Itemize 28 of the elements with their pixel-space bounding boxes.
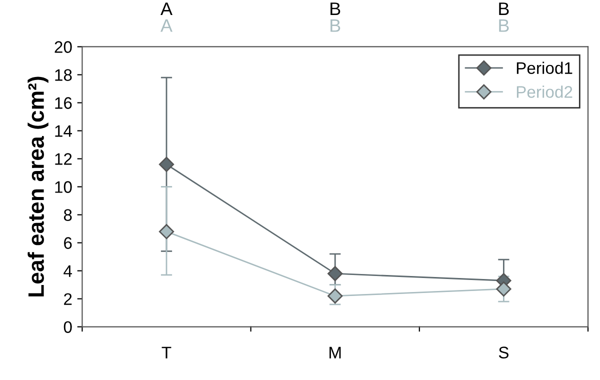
text: A: [160, 2, 172, 15]
x-tick-label: T: [162, 346, 172, 358]
point: [328, 288, 343, 304]
y-tick-label: 2: [64, 293, 72, 305]
legend-label: Period2: [516, 86, 572, 98]
text: B: [330, 2, 340, 15]
legend-label: Period1: [516, 62, 572, 74]
y-tick-label: 12: [55, 153, 72, 165]
text: B: [499, 19, 509, 32]
y-tick-label: 18: [55, 69, 72, 81]
y-tick-label: 4: [64, 265, 72, 277]
y-axis-title: Leaf eaten area (cm²): [28, 76, 48, 296]
x-tick-label: M: [330, 346, 341, 358]
y-tick-label: 6: [64, 237, 72, 249]
point: [158, 224, 174, 240]
y-tick-label: 14: [55, 125, 72, 137]
text: A: [160, 19, 172, 32]
y-tick-label: 0: [64, 321, 72, 334]
y-tick-label: 16: [55, 97, 72, 109]
point: [496, 281, 512, 297]
text: B: [330, 19, 340, 32]
y-tick-label: 8: [64, 209, 72, 221]
y-tick-label: 20: [54, 41, 72, 53]
x-tick-label: S: [498, 346, 508, 358]
point: [158, 156, 174, 172]
text: B: [499, 2, 509, 15]
y-tick-label: 10: [55, 181, 72, 193]
point: [328, 266, 343, 282]
